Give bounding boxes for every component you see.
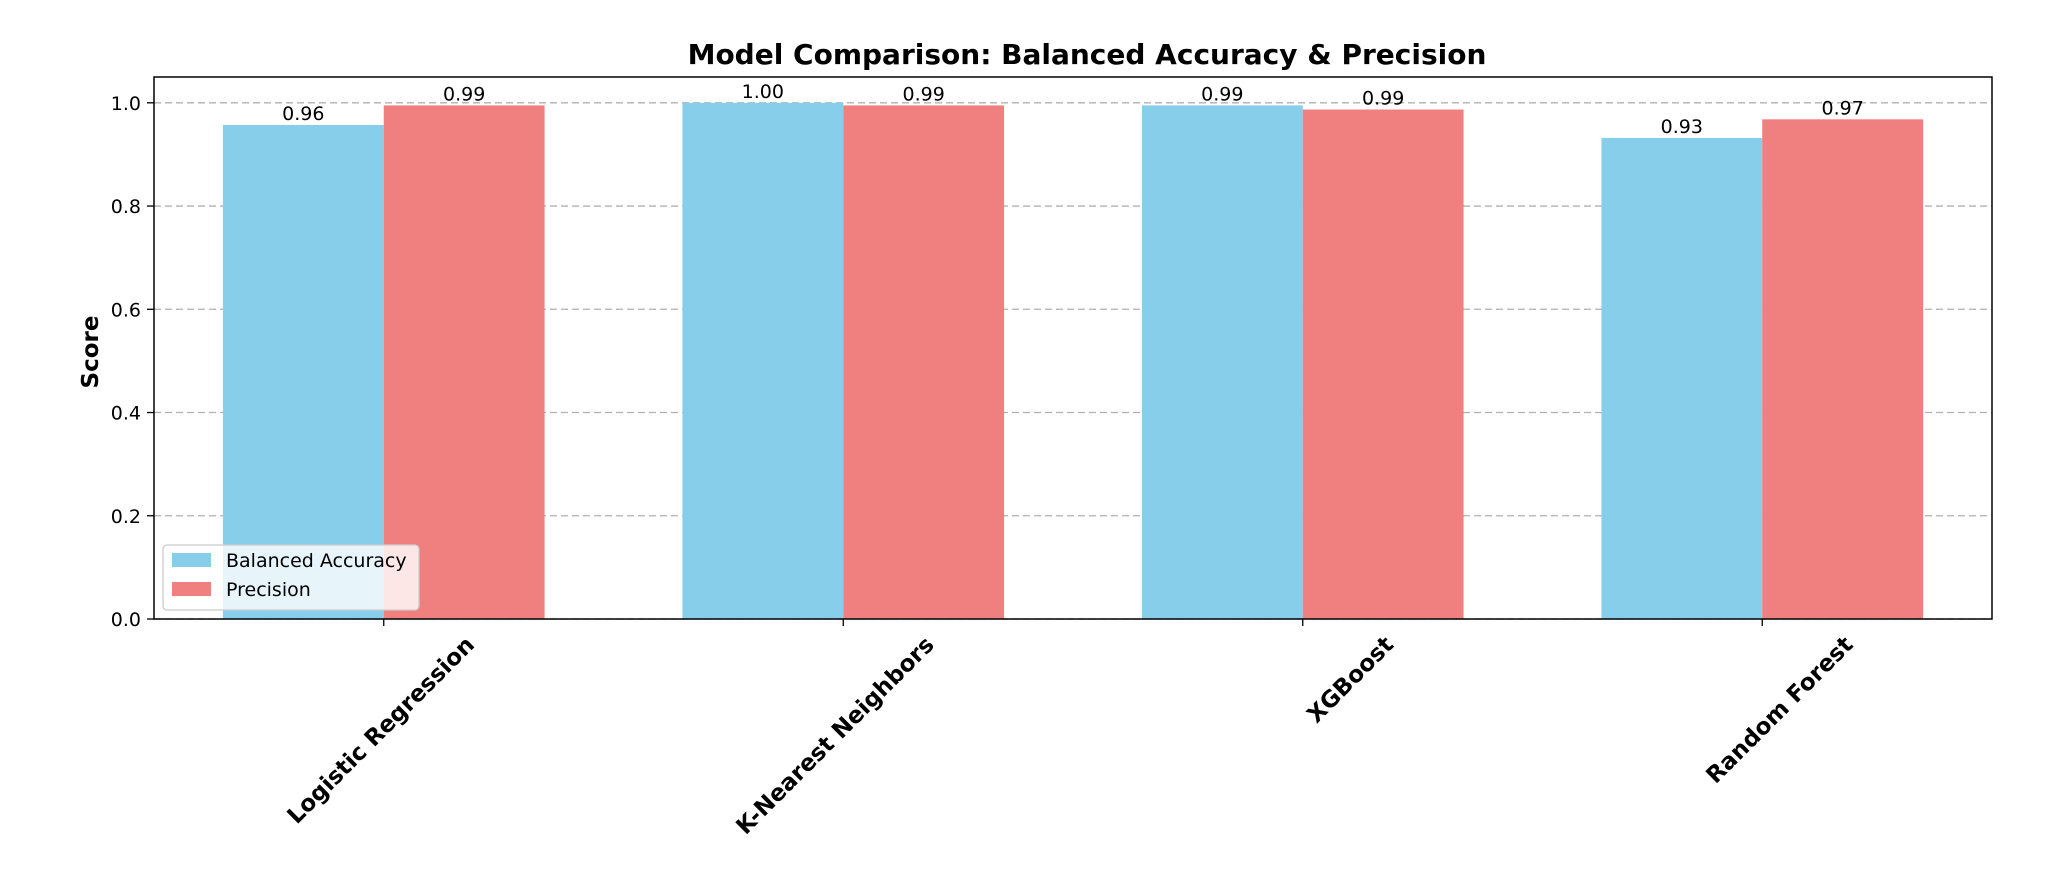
y-tick-label: 0.2: [111, 506, 141, 528]
data-labels-layer: 0.96 0.99 1.00 0.99 0.99 0.99 0.93 0.97: [282, 81, 1864, 138]
plot-frame: [153, 76, 1993, 620]
y-tick-label: 0.4: [111, 403, 141, 425]
bar-precision: [843, 105, 1005, 619]
data-label: 0.96: [282, 103, 324, 125]
data-label: 0.99: [1201, 83, 1243, 105]
legend-entry: Precision: [226, 579, 311, 601]
legend-box: [162, 544, 420, 611]
data-label: 0.99: [443, 83, 485, 105]
bars-layer: [222, 102, 1924, 620]
bar-precision: [1762, 119, 1924, 619]
data-label: 0.99: [1362, 88, 1404, 110]
bar-precision: [1302, 109, 1464, 620]
data-label: 1.00: [742, 81, 784, 103]
bar-precision: [383, 105, 545, 619]
legend-entry: Balanced Accuracy: [226, 550, 407, 572]
y-tick-label: 0.0: [111, 609, 141, 631]
bar-balanced-accuracy: [1141, 105, 1303, 619]
x-tick-label: Logistic Regression: [283, 632, 480, 829]
x-tick-label: K-Nearest Neighbors: [731, 632, 939, 840]
chart-title: Model Comparison: Balanced Accuracy & Pr…: [688, 38, 1487, 71]
bar-balanced-accuracy: [682, 102, 844, 620]
legend-swatch: [172, 582, 211, 596]
y-tick-label: 0.6: [111, 299, 141, 321]
bar-balanced-accuracy: [1601, 137, 1763, 620]
y-axis-label: Score: [78, 316, 104, 389]
y-tick-label: 1.0: [111, 93, 141, 115]
y-tick-label: 0.8: [111, 196, 141, 218]
x-tick-label: Random Forest: [1701, 632, 1858, 789]
x-tick-label: XGBoost: [1303, 632, 1399, 728]
data-label: 0.97: [1822, 97, 1864, 119]
legend-swatch: [172, 553, 211, 567]
data-label: 0.93: [1661, 116, 1703, 138]
data-label: 0.99: [903, 83, 945, 105]
legend: Balanced Accuracy Precision: [162, 544, 420, 611]
bar-balanced-accuracy: [222, 125, 384, 620]
